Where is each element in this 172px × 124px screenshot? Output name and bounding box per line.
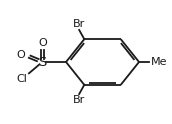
- Text: Br: Br: [73, 95, 85, 105]
- Text: O: O: [16, 50, 25, 60]
- Text: Br: Br: [73, 19, 85, 29]
- Text: Cl: Cl: [16, 74, 27, 84]
- Text: O: O: [38, 38, 47, 48]
- Text: S: S: [38, 56, 46, 68]
- Text: Me: Me: [150, 57, 167, 67]
